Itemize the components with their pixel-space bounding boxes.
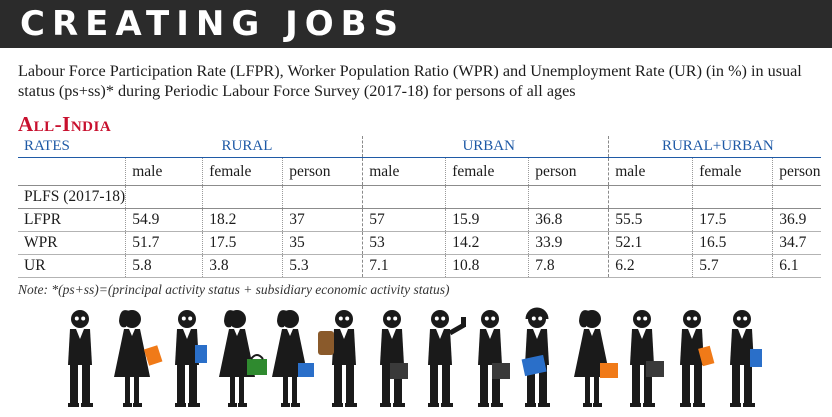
subheader-female: female [692,157,773,186]
row-label: WPR [18,231,126,255]
table-row-lfpr: LFPR 54.9 18.2 37 57 15.9 36.8 55.5 17.5… [18,208,821,232]
woman-with-orange-bag-icon [574,310,618,407]
table-cell: 17.5 [692,208,773,232]
survey-cell [528,185,609,209]
table-cell: 51.7 [125,231,203,255]
survey-row: PLFS (2017-18) [18,185,821,209]
subheader-female: female [202,157,283,186]
table-description: Labour Force Participation Rate (LFPR), … [18,62,802,100]
table-cell: 17.5 [202,231,283,255]
table-cell: 53 [362,231,446,255]
table-cell: 18.2 [202,208,283,232]
subheader-person: person [282,157,363,186]
subheader-female: female [445,157,529,186]
region-heading: All-India [18,112,112,136]
rates-table: RATES RURAL URBAN RURAL+URBAN male femal… [18,136,821,278]
table-cell: 57 [362,208,446,232]
table-cell: 7.8 [528,254,609,278]
subheader-person: person [528,157,609,186]
man-with-briefcase-icon [478,310,510,407]
table-cell: 6.1 [772,254,821,278]
table-cell: 14.2 [445,231,529,255]
table-cell: 15.9 [445,208,529,232]
subheader-male: male [125,157,203,186]
footnote: Note: *(ps+ss)=(principal activity statu… [18,282,450,297]
table-cell: 34.7 [772,231,821,255]
man-with-backpack-icon [318,310,357,407]
group-header-rural-urban: RURAL+URBAN [608,136,821,158]
table-cell: 54.9 [125,208,203,232]
table-cell: 36.9 [772,208,821,232]
man-with-briefcase-icon [380,310,408,407]
table-cell: 5.3 [282,254,363,278]
table-row-ur: UR 5.8 3.8 5.3 7.1 10.8 7.8 6.2 5.7 6.1 [18,254,821,278]
survey-cell [608,185,693,209]
subheader-male: male [362,157,446,186]
subheader-person: person [772,157,821,186]
banner-title: CREATING JOBS [20,4,406,44]
banner: CREATING JOBS [0,0,832,48]
man-with-phone-icon [428,310,466,407]
subheader-blank [18,157,126,186]
man-with-briefcase-icon [630,310,664,407]
man-with-orange-folder-icon [680,310,715,407]
survey-cell [362,185,446,209]
woman-with-green-bag-icon [219,310,267,407]
survey-label: PLFS (2017-18) [18,185,126,209]
man-with-headphones-icon [521,307,550,407]
man-with-blue-folder-icon [730,310,762,407]
man-with-blue-folder-icon [175,310,207,407]
table-cell: 33.9 [528,231,609,255]
table-cell: 5.7 [692,254,773,278]
survey-cell [692,185,773,209]
table-cell: 52.1 [608,231,693,255]
survey-cell [445,185,529,209]
woman-with-blue-bag-icon [272,310,314,407]
survey-cell [772,185,821,209]
table-cell: 7.1 [362,254,446,278]
group-header-urban: URBAN [362,136,609,158]
job-seekers-illustration [62,307,762,407]
group-header-row: RATES RURAL URBAN RURAL+URBAN [18,136,821,158]
survey-cell [202,185,283,209]
table-cell: 16.5 [692,231,773,255]
row-label: UR [18,254,126,278]
table-cell: 6.2 [608,254,693,278]
group-header-rural: RURAL [125,136,363,158]
survey-cell [282,185,363,209]
table-cell: 10.8 [445,254,529,278]
table-cell: 5.8 [125,254,203,278]
woman-with-orange-bag-icon [114,310,163,407]
table-cell: 3.8 [202,254,283,278]
table-cell: 35 [282,231,363,255]
rates-label: RATES [18,136,126,158]
survey-cell [125,185,203,209]
table-cell: 36.8 [528,208,609,232]
subheader-row: male female person male female person ma… [18,157,821,186]
subheader-male: male [608,157,693,186]
row-label: LFPR [18,208,126,232]
table-cell: 55.5 [608,208,693,232]
table-cell: 37 [282,208,363,232]
man-with-glasses-icon [68,310,93,407]
table-row-wpr: WPR 51.7 17.5 35 53 14.2 33.9 52.1 16.5 … [18,231,821,255]
